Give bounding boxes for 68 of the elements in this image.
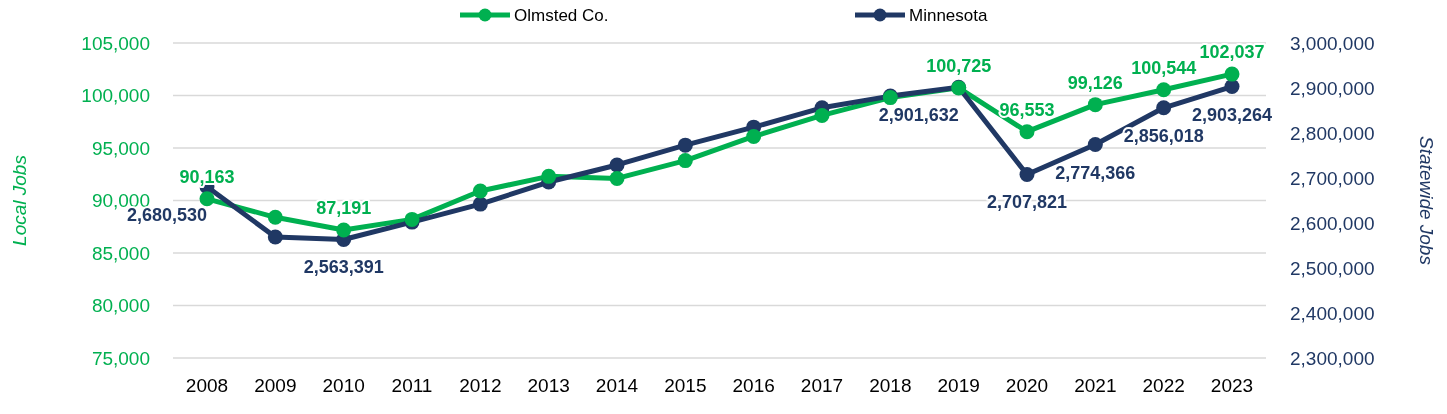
point [677,137,693,153]
x-tick-label: 2008 [185,375,229,396]
point [336,222,352,238]
point [267,209,283,225]
y-axis-title: Local Jobs [9,154,30,246]
data-label: 99,126 [1067,72,1123,93]
y2-tick-label: 2,700,000 [1290,167,1375,189]
legend-label: Minnesota [909,5,988,25]
y2-tick-label: 2,800,000 [1290,122,1375,144]
x-tick-label: 2017 [800,375,844,396]
y-tick-label: 95,000 [91,137,150,159]
point [1019,124,1035,140]
point [814,107,830,123]
legend-label: Olmsted Co. [514,5,609,25]
point [472,183,488,199]
x-tick-label: 2013 [527,375,570,396]
data-label: 100,544 [1131,57,1197,78]
x-tick-label: 2018 [869,375,912,396]
x-tick-label: 2019 [937,375,980,396]
x-tick-label: 2009 [254,375,297,396]
x-tick-label: 2011 [391,375,433,396]
point [1224,66,1240,82]
point [472,196,488,212]
data-label: 2,563,391 [303,257,384,278]
point [609,157,625,173]
data-label: 100,725 [926,55,992,76]
data-label: 96,553 [999,99,1055,120]
point [267,229,283,245]
point [541,168,557,184]
y2-tick-label: 2,400,000 [1290,302,1375,324]
data-label: 2,901,632 [878,105,959,126]
point [1087,97,1103,113]
x-tick-label: 2015 [664,375,707,396]
data-label: 2,707,821 [986,192,1068,213]
y2-tick-label: 2,500,000 [1290,257,1375,279]
point [1087,137,1103,153]
y2-tick-label: 3,000,000 [1290,32,1375,54]
data-label: 90,163 [179,166,235,187]
point [1019,166,1035,182]
point [1156,100,1172,116]
x-tick-label: 2014 [595,375,639,396]
x-tick-label: 2020 [1005,375,1049,396]
data-label: 2,903,264 [1191,104,1273,125]
point [746,128,762,144]
x-tick-label: 2022 [1142,375,1185,396]
y2-tick-label: 2,300,000 [1290,347,1375,369]
y2-axis-title: Statewide Jobs [1416,136,1437,266]
point [609,170,625,186]
y-tick-label: 85,000 [91,242,150,264]
x-tick-label: 2021 [1074,375,1117,396]
x-tick-label: 2016 [732,375,775,396]
y2-tick-label: 2,600,000 [1290,212,1375,234]
x-tick-label: 2010 [322,375,365,396]
data-label: 2,856,018 [1123,125,1204,146]
data-label: 2,774,366 [1055,162,1136,183]
point [1224,79,1240,95]
point [199,191,215,207]
y2-tick-label: 2,900,000 [1290,77,1375,99]
data-label: 87,191 [316,197,372,218]
y-tick-label: 100,000 [81,85,150,107]
x-tick-label: 2023 [1210,375,1254,396]
y-tick-label: 75,000 [91,347,150,369]
y-tick-label: 80,000 [91,295,150,317]
point [677,153,693,169]
x-tick-label: 2012 [459,375,502,396]
point [1156,82,1172,98]
y-tick-label: 105,000 [81,32,150,54]
data-label: 102,037 [1199,42,1265,63]
